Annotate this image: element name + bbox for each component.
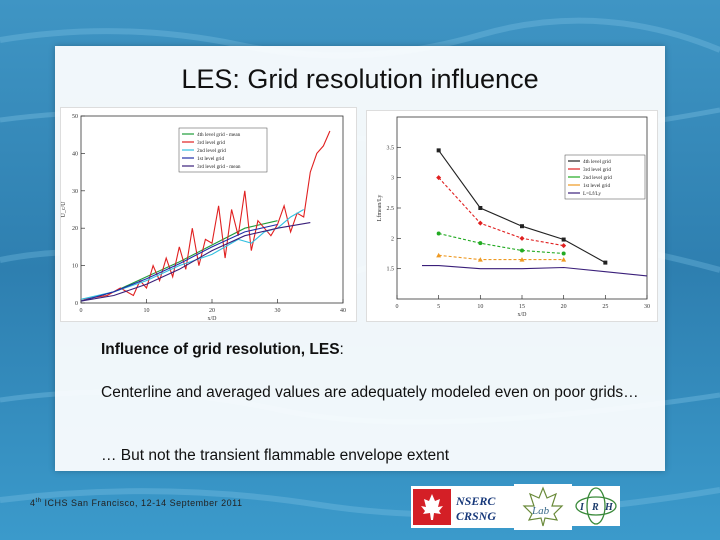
irh-atom-icon: I R H xyxy=(575,487,617,525)
chart-right-svg: 0 5 10 15 20 25 30 1.5 2 2.5 3 3.5 x/D Lfmean/Ly 4th l… xyxy=(376,116,650,318)
y-tick-label: 20 xyxy=(72,226,78,232)
y-axis-label: U_c/U xyxy=(61,201,67,218)
data-point xyxy=(436,148,441,153)
legend-label: 3rd level grid - mean xyxy=(197,164,241,170)
footer-ordinal-suffix: th xyxy=(35,498,42,504)
series-line xyxy=(80,209,304,300)
legend-label: 2nd level grid xyxy=(197,148,226,154)
flammable-length-plot: 0 5 10 15 20 25 30 1.5 2 2.5 3 3.5 x/D Lfmean/Ly 4th l… xyxy=(366,110,658,322)
legend-label: 3rd level grid xyxy=(583,167,611,173)
data-point xyxy=(561,257,567,262)
series-line xyxy=(438,177,564,247)
irh-logo: I R H xyxy=(572,486,620,526)
x-tick-label: 10 xyxy=(144,308,150,314)
y-axis-label: Lfmean/Ly xyxy=(376,195,383,222)
envelope-statement: … But not the transient flammable envelo… xyxy=(101,447,450,464)
slide-title: LES: Grid resolution influence xyxy=(181,64,539,94)
footer-conference: 4th ICHS San Francisco, 12-14 September … xyxy=(30,498,242,508)
series-line xyxy=(80,222,311,302)
y-tick-label: 0 xyxy=(75,301,78,307)
x-tick-label: 20 xyxy=(209,308,215,314)
y-tick-label: 10 xyxy=(72,264,78,270)
influence-heading-colon: : xyxy=(339,341,344,358)
footer-conference-text: ICHS San Francisco, 12-14 September 2011 xyxy=(41,498,243,508)
influence-heading: Influence of grid resolution, LES: xyxy=(101,340,641,360)
data-point xyxy=(603,260,608,265)
nserc-logo: NSERC CRSNG xyxy=(411,486,514,528)
data-point xyxy=(519,235,525,241)
data-point xyxy=(478,241,483,246)
y-tick-label: 2 xyxy=(391,236,394,242)
irh-logo-h: H xyxy=(604,502,614,513)
data-point xyxy=(561,251,566,256)
x-tick-label: 20 xyxy=(561,304,567,310)
data-point xyxy=(436,231,441,236)
centerline-statement: Centerline and averaged values are adequ… xyxy=(101,384,639,401)
legend-label: L=Lf/Ly xyxy=(583,190,601,197)
x-tick-label: 15 xyxy=(519,304,525,310)
footer-ordinal: 4 xyxy=(30,498,36,508)
x-tick-label: 5 xyxy=(437,304,440,310)
data-point xyxy=(436,252,442,258)
data-point xyxy=(561,243,567,249)
data-point xyxy=(520,248,524,253)
data-point xyxy=(520,224,524,229)
legend-label: 4th level grid - mean xyxy=(197,132,241,138)
lab-logo-text: Lab xyxy=(531,505,550,517)
data-point xyxy=(478,206,483,210)
x-axis-label: x/D xyxy=(518,312,528,318)
series-line xyxy=(438,254,564,261)
y-tick-label: 3.5 xyxy=(387,145,395,151)
data-point xyxy=(561,237,566,242)
data-point xyxy=(477,220,483,226)
maple-leaf-icon: NSERC CRSNG xyxy=(413,489,496,525)
x-tick-label: 30 xyxy=(644,304,650,310)
nserc-line2: CRSNG xyxy=(456,509,496,523)
data-point xyxy=(477,257,483,262)
x-axis-label: x/D xyxy=(208,316,218,321)
legend-label: 2nd level grid xyxy=(583,175,612,181)
y-tick-label: 30 xyxy=(72,189,78,195)
legend-label: 4th level grid xyxy=(583,159,611,165)
legend-label: 1st level grid xyxy=(583,183,610,189)
x-tick-label: 10 xyxy=(477,304,483,310)
series-line xyxy=(80,223,278,302)
x-tick-label: 0 xyxy=(396,304,399,310)
x-tick-label: 25 xyxy=(602,304,608,310)
centerline-velocity-plot: 0 10 20 30 40 0 10 20 30 40 50 x/D U_c/U 4th level gr… xyxy=(60,107,357,322)
x-tick-label: 0 xyxy=(80,308,83,314)
series-line xyxy=(80,220,278,302)
y-tick-label: 1.5 xyxy=(387,267,395,273)
y-tick-label: 3 xyxy=(391,176,394,182)
data-point xyxy=(436,175,442,181)
series-line xyxy=(438,232,564,255)
data-point xyxy=(519,257,525,262)
chart-left-svg: 0 10 20 30 40 0 10 20 30 40 50 x/D U_c/U 4th level gr… xyxy=(61,114,346,322)
legend-label: 3rd level grid xyxy=(197,140,225,146)
y-tick-label: 40 xyxy=(72,151,78,157)
series-line xyxy=(422,265,648,277)
lab-logo: Lab xyxy=(514,484,572,530)
lab-leaf-icon: Lab xyxy=(522,486,564,527)
y-tick-label: 2.5 xyxy=(387,206,395,212)
irh-logo-r: R xyxy=(591,502,599,513)
nserc-line1: NSERC xyxy=(455,494,496,508)
x-tick-label: 30 xyxy=(275,308,281,314)
influence-heading-bold: Influence of grid resolution, LES xyxy=(101,341,340,358)
legend-label: 1st level grid xyxy=(197,156,224,162)
irh-logo-i: I xyxy=(579,502,585,513)
x-tick-label: 40 xyxy=(340,308,346,314)
y-tick-label: 50 xyxy=(72,114,78,120)
